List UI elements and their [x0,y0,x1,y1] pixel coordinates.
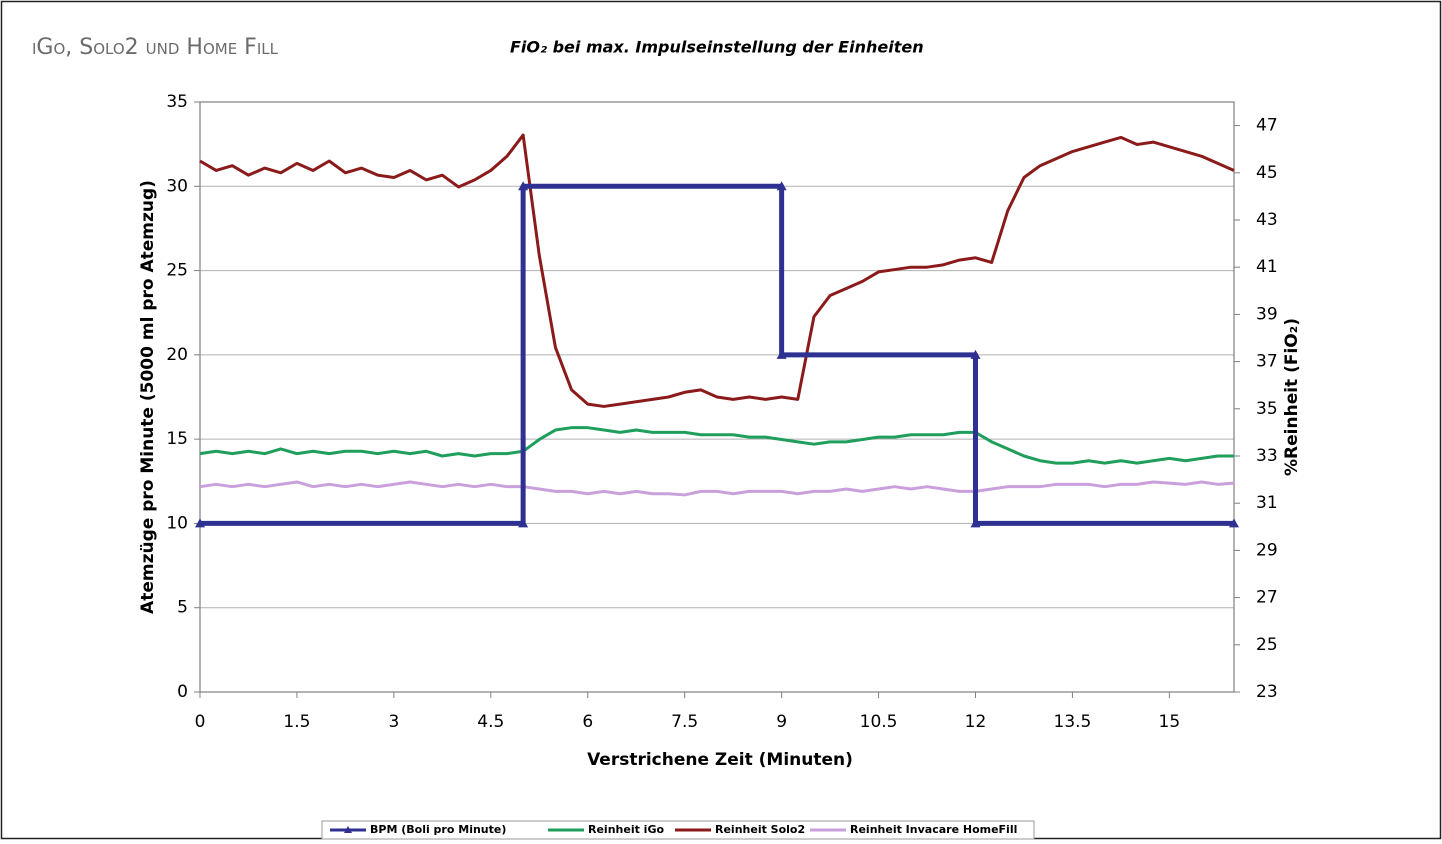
y-tick-label: 30 [166,176,188,196]
y2-tick-label: 37 [1256,352,1278,372]
y2-tick-label: 27 [1256,588,1278,608]
point-marker [518,181,529,191]
point-marker [195,518,205,528]
point-marker [518,518,529,528]
series-line [199,133,1235,408]
x-tick-label: 12 [965,712,987,732]
point-marker [776,349,787,359]
y2-tick-label: 41 [1256,257,1278,277]
y2-tick-label: 29 [1256,540,1278,560]
x-tick-label: 15 [1159,712,1181,732]
y2-tick-label: 33 [1256,446,1278,466]
x-tick-label: 6 [582,712,593,732]
point-marker [776,181,787,191]
y-tick-label: 5 [177,598,188,618]
y-tick-label: 20 [166,345,188,365]
x-tick-label: 1.5 [283,712,310,732]
x-axis-label: Verstrichene Zeit (Minuten) [587,750,853,770]
y-tick-label: 15 [166,429,188,449]
y-tick-label: 0 [177,682,188,702]
y2-tick-label: 25 [1256,635,1278,655]
x-tick-label: 0 [195,712,206,732]
y2-tick-label: 39 [1256,304,1278,324]
y-axis-label: Atemzüge pro Minute (5000 ml pro Atemzug… [138,180,158,614]
series-line [199,480,1235,497]
x-tick-label: 13.5 [1054,712,1092,732]
legend-marker [344,826,352,833]
point-marker [970,349,981,359]
y-tick-label: 25 [166,261,188,281]
x-tick-label: 4.5 [477,712,504,732]
point-marker [970,518,981,528]
y2-tick-label: 47 [1256,116,1278,136]
y2-tick-label: 23 [1256,682,1278,702]
x-tick-label: 10.5 [860,712,898,732]
x-tick-label: 9 [776,712,787,732]
x-tick-label: 7.5 [671,712,698,732]
y2-axis-label: %Reinheit (FiO₂) [1282,318,1302,476]
y2-tick-label: 45 [1256,163,1278,183]
x-tick-label: 3 [388,712,399,732]
plot-area [199,101,1235,693]
y-tick-label: 10 [166,513,188,533]
series-line [199,426,1234,465]
y2-tick-label: 31 [1256,493,1278,513]
y2-tick-label: 35 [1256,399,1278,419]
y2-tick-label: 43 [1256,210,1278,230]
legend-label: Reinheit Invacare HomeFill [850,823,1017,836]
legend-label: Reinheit Solo2 [715,823,805,836]
point-marker [1229,518,1239,528]
y-tick-label: 35 [166,92,188,112]
legend-label: Reinheit iGo [588,823,664,836]
series-line [200,183,1234,526]
header: iGo, Solo2 und Home Fill [32,35,279,60]
chart-title: FiO₂ bei max. Impulseinstellung der Einh… [510,38,924,57]
legend-label: BPM (Boli pro Minute) [370,823,506,836]
